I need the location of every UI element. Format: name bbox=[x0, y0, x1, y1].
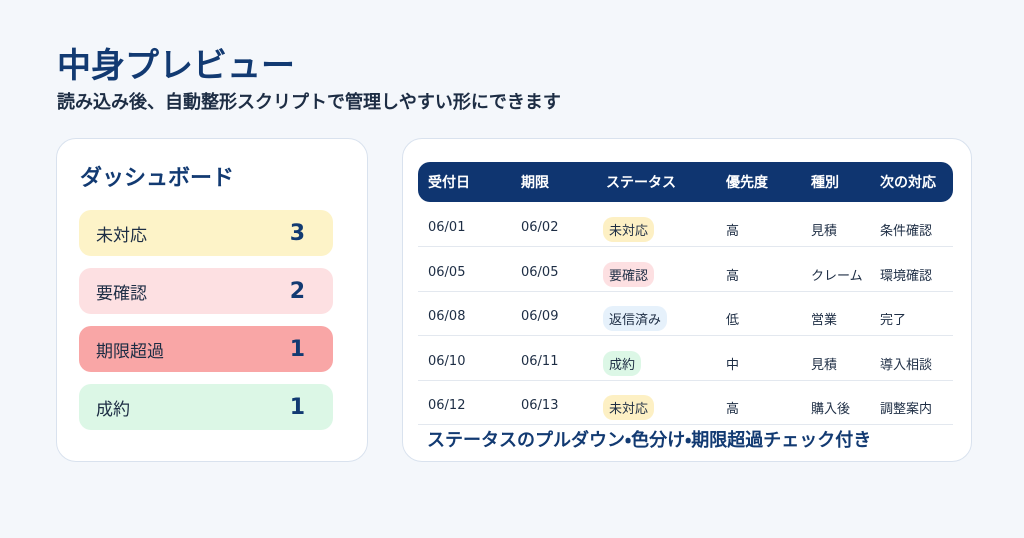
table-cell: 06/11 bbox=[521, 353, 559, 369]
table-cell: 06/01 bbox=[428, 220, 466, 235]
column-header: 優先度 bbox=[726, 175, 768, 191]
table-cell: 06/02 bbox=[521, 220, 559, 235]
item-label: 要確認 bbox=[96, 283, 147, 304]
table-cell: 環境確認 bbox=[880, 268, 933, 284]
column-header: 種別 bbox=[811, 175, 839, 191]
row-separator bbox=[418, 246, 953, 247]
item-label: 未対応 bbox=[96, 225, 147, 246]
item-count: 2 bbox=[289, 278, 305, 304]
table-cell: 06/13 bbox=[521, 398, 559, 413]
table-cell: 購入後 bbox=[811, 402, 851, 417]
status-pill: 未対応 bbox=[603, 395, 655, 420]
table-cell: 06/05 bbox=[521, 264, 559, 280]
table-cell: 完了 bbox=[880, 313, 907, 328]
status-pill: 未対応 bbox=[603, 217, 655, 242]
title: 中身プレビュー bbox=[57, 46, 295, 86]
column-header: 期限 bbox=[521, 175, 549, 191]
table-cell: 06/09 bbox=[521, 309, 559, 324]
row-separator bbox=[418, 335, 953, 336]
table-cell: 営業 bbox=[811, 313, 838, 328]
row-separator bbox=[418, 290, 953, 292]
subtitle: 読み込み後、自動整形スクリプトで管理しやすい形にできます bbox=[57, 92, 561, 113]
table-cell: 06/12 bbox=[428, 398, 466, 413]
table-cell: 高 bbox=[726, 268, 740, 284]
table-cell: 見積 bbox=[811, 357, 838, 373]
table-cell: 06/10 bbox=[428, 353, 466, 369]
dashboard-item: 期限超過 1 bbox=[79, 326, 333, 372]
table-cell: 低 bbox=[726, 313, 740, 328]
item-count: 1 bbox=[289, 394, 305, 420]
item-count: 3 bbox=[289, 220, 305, 246]
dashboard-item: 要確認 2 bbox=[79, 268, 333, 314]
status-pill: 返信済み bbox=[603, 306, 668, 331]
table-cell: 調整案内 bbox=[880, 402, 933, 417]
column-header: 受付日 bbox=[428, 175, 470, 191]
item-count: 1 bbox=[289, 336, 305, 362]
table-cell: 中 bbox=[726, 357, 740, 373]
row-separator bbox=[418, 424, 953, 425]
table-cell: 導入相談 bbox=[880, 357, 933, 373]
table-cell: クレーム bbox=[811, 268, 863, 284]
dashboard-title: ダッシュボード bbox=[80, 166, 235, 191]
table-cell: 条件確認 bbox=[880, 224, 933, 239]
item-label: 期限超過 bbox=[96, 341, 164, 362]
dashboard-item: 未対応 3 bbox=[79, 210, 333, 256]
table-cell: 高 bbox=[726, 224, 740, 239]
table-cell: 見積 bbox=[811, 224, 838, 239]
dashboard-item: 成約 1 bbox=[79, 384, 333, 430]
table-cell: 06/05 bbox=[428, 264, 466, 280]
status-pill: 成約 bbox=[603, 350, 642, 376]
column-header: ステータス bbox=[606, 175, 676, 191]
table-header bbox=[418, 162, 953, 202]
item-label: 成約 bbox=[96, 399, 130, 420]
table-cell: 06/08 bbox=[428, 309, 466, 324]
caption: ステータスのプルダウン・色分け・期限超過チェック付き bbox=[427, 430, 872, 451]
column-header: 次の対応 bbox=[880, 175, 936, 191]
table-cell: 高 bbox=[726, 402, 740, 417]
row-separator bbox=[418, 379, 953, 381]
status-pill: 要確認 bbox=[603, 261, 655, 287]
